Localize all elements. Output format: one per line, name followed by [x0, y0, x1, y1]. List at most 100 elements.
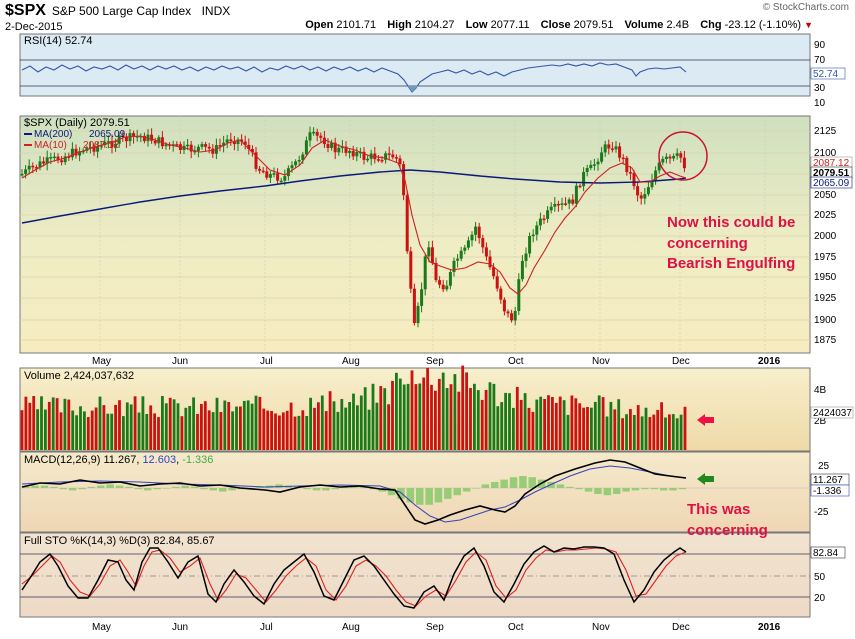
- macd-line: [21, 459, 687, 525]
- candle-body: [412, 288, 416, 323]
- high-value: 2104.27: [414, 19, 455, 31]
- volume-bar: [422, 377, 426, 450]
- candle-body: [351, 150, 355, 157]
- candle-body: [294, 161, 298, 166]
- candle-body: [20, 173, 24, 176]
- volume-bar: [192, 397, 195, 450]
- macd-histogram-bar: [641, 488, 649, 490]
- ma200-legend-name: MA(200): [34, 129, 72, 140]
- volume-bar: [660, 402, 663, 450]
- volume-bar: [531, 411, 535, 450]
- volume-bar: [254, 395, 258, 450]
- ma10-last-label: 2087.12: [813, 158, 850, 169]
- volume-bar: [293, 416, 297, 450]
- svg-text:2050: 2050: [814, 190, 837, 201]
- volume-bar: [47, 401, 51, 450]
- candle-body: [279, 180, 283, 183]
- candle-body: [574, 185, 578, 204]
- candle-body: [45, 157, 49, 164]
- volume-bar: [395, 372, 398, 450]
- volume-bar: [168, 397, 172, 450]
- volume-bar: [547, 395, 550, 450]
- candle-body: [448, 272, 452, 286]
- volume-bar: [180, 416, 184, 450]
- candle-body: [272, 173, 276, 175]
- macd-histogram-bar: [134, 488, 143, 490]
- candle-body: [49, 157, 53, 159]
- macd-y-axis: 25 -25: [814, 461, 830, 518]
- candle-body: [254, 152, 258, 169]
- volume-bar: [597, 395, 601, 450]
- svg-text:30: 30: [814, 83, 826, 94]
- volume-bar: [203, 401, 207, 450]
- svg-text:20: 20: [814, 593, 826, 604]
- volume-bar: [578, 403, 582, 450]
- candle-body: [333, 142, 337, 153]
- candle-body: [589, 164, 593, 168]
- volume-bar: [98, 396, 102, 450]
- candle-body: [150, 134, 154, 141]
- candle-body: [517, 279, 521, 311]
- macd-histogram-bar: [172, 486, 180, 488]
- macd-title: MACD(12,26,9) 11.267, 12.603, -1.336: [24, 454, 213, 466]
- volume-bar: [671, 414, 675, 450]
- macd-histogram-bar: [622, 488, 630, 492]
- price-panel-title: $SPX (Daily) 2079.51: [24, 117, 130, 129]
- svg-text:Sep: Sep: [426, 622, 444, 633]
- candle-body: [560, 203, 564, 205]
- svg-text:Oct: Oct: [508, 356, 524, 367]
- candle-body: [499, 288, 503, 300]
- candle-body: [366, 158, 370, 161]
- volume-bar: [523, 393, 527, 450]
- ma10-legend-value: 2087.12: [83, 140, 120, 151]
- macd-histogram-bar: [584, 488, 593, 492]
- macd-histogram-bar: [453, 488, 461, 496]
- candle-body: [189, 144, 193, 152]
- candle-body: [81, 150, 85, 153]
- candle-body: [88, 147, 92, 149]
- macd-histogram-bar: [22, 486, 30, 488]
- bearish-annotation: Now this could be concerning Bearish Eng…: [667, 214, 795, 272]
- candle-body: [67, 156, 71, 158]
- candle-body: [106, 141, 110, 143]
- macd-histogram-bar: [219, 488, 227, 492]
- volume-bar: [554, 402, 558, 450]
- volume-bar: [617, 399, 621, 450]
- candle-body: [538, 218, 542, 226]
- volume-bar: [227, 402, 231, 450]
- candle-body: [258, 168, 262, 171]
- sto-last-box: [810, 546, 846, 559]
- rsi-last-label: 52.74: [813, 69, 838, 80]
- volume-bar: [118, 400, 121, 450]
- candle-body: [668, 156, 672, 159]
- candle-body: [657, 162, 661, 171]
- open-value: 2101.71: [336, 19, 377, 31]
- macd-last-label: 11.267: [813, 475, 843, 486]
- svg-text:2100: 2100: [814, 148, 837, 159]
- volume-bar: [652, 414, 656, 450]
- candle-body: [63, 156, 67, 163]
- ma200-last-label: 2065.09: [813, 178, 850, 189]
- volume-bar: [539, 396, 543, 450]
- macd-histogram-bar: [125, 486, 133, 488]
- macd-histogram-bar: [303, 488, 311, 490]
- candle-body: [556, 203, 560, 206]
- candle-body: [466, 240, 470, 248]
- candle-body: [160, 137, 164, 147]
- candle-body: [200, 144, 204, 147]
- volume-bar: [219, 412, 223, 450]
- ma10-line: [21, 135, 687, 295]
- volume-last-box: [810, 406, 854, 419]
- candle-body: [236, 139, 240, 144]
- volume-bar: [371, 383, 375, 450]
- price-last-labels: 2087.12 2079.51 2065.09: [810, 156, 853, 189]
- candle-body: [34, 167, 38, 169]
- svg-text:2125: 2125: [814, 126, 837, 137]
- candle-body: [438, 280, 442, 285]
- volume-bar: [36, 409, 39, 450]
- svg-text:Jun: Jun: [172, 356, 188, 367]
- volume-bar: [426, 368, 429, 450]
- volume-title: Volume 2,424,037,632: [24, 370, 134, 382]
- candle-body: [456, 258, 460, 261]
- candle-body: [398, 158, 402, 165]
